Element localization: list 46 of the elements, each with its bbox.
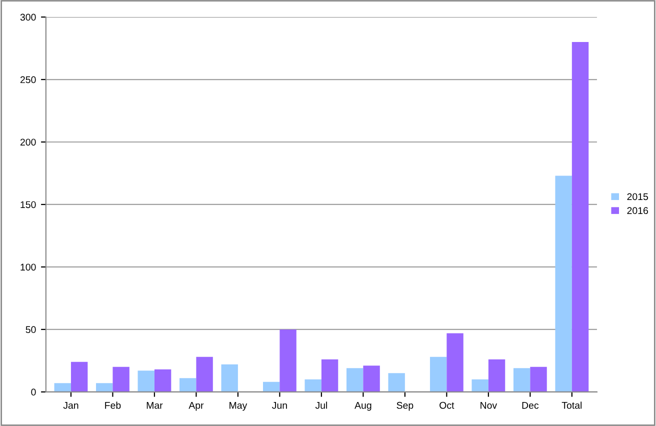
x-tick-label: Dec <box>522 402 539 409</box>
bar <box>446 333 464 392</box>
bar <box>304 379 322 392</box>
x-tick-label: Aug <box>354 402 372 411</box>
x-tick-label: Feb <box>105 402 121 409</box>
bar <box>138 370 154 392</box>
x-tick-label: Jun <box>272 402 287 409</box>
bar <box>154 369 172 392</box>
bar <box>513 368 530 392</box>
y-tick-label: 50 <box>26 326 36 334</box>
x-tick-label: May <box>230 402 248 411</box>
bar <box>572 42 589 392</box>
bar <box>388 373 405 392</box>
bar <box>262 382 280 392</box>
legend-label: 2016 <box>627 207 648 214</box>
x-tick-label: Nov <box>480 402 498 409</box>
y-tick-label: 250 <box>20 76 36 84</box>
bar <box>363 366 380 392</box>
bar <box>196 356 213 392</box>
x-tick-label: Total <box>562 402 582 409</box>
bar <box>346 368 364 392</box>
bar <box>112 366 130 392</box>
bar <box>96 383 113 392</box>
bar <box>70 362 88 392</box>
x-tick-label: Jul <box>315 402 328 409</box>
bar <box>530 366 547 392</box>
x-tick-label: Apr <box>188 402 204 411</box>
bar <box>280 329 296 392</box>
legend-label: 2015 <box>627 193 648 200</box>
y-tick-label: 0 <box>31 388 36 396</box>
bar <box>54 383 71 392</box>
bar <box>430 356 447 392</box>
y-tick-label: 150 <box>20 201 36 208</box>
bar <box>221 364 238 392</box>
y-tick-label: 100 <box>20 264 36 271</box>
x-tick-label: Mar <box>146 402 163 409</box>
x-tick-label: Sep <box>396 402 414 411</box>
x-tick-label: Oct <box>440 402 454 409</box>
bar <box>488 359 506 392</box>
y-tick-label: 200 <box>20 138 36 146</box>
bar <box>180 378 196 392</box>
x-tick-label: Jan <box>63 402 78 409</box>
bar <box>321 359 338 392</box>
y-tick-label: 300 <box>20 14 36 21</box>
bar <box>472 379 488 392</box>
bar <box>555 176 572 392</box>
